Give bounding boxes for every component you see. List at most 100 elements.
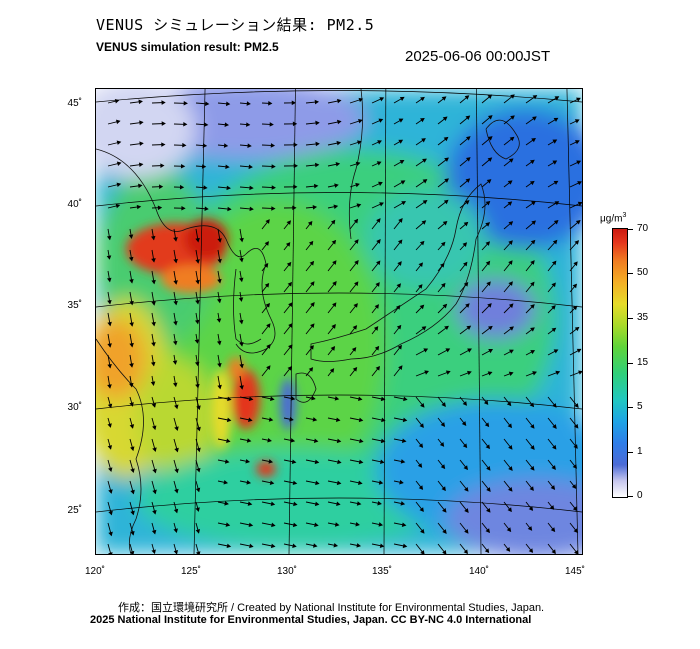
wind-arrow-head xyxy=(130,530,135,536)
wind-arrow-head xyxy=(487,115,493,120)
wind-arrow-head xyxy=(397,261,402,266)
wind-arrow-head xyxy=(161,142,166,147)
wind-arrow-head xyxy=(374,304,379,309)
wind-arrow-head xyxy=(485,201,491,206)
wind-arrow-head xyxy=(238,277,244,283)
wind-arrow-head xyxy=(312,417,318,422)
wind-arrow-head xyxy=(108,467,113,473)
wind-arrow-head xyxy=(130,468,135,473)
wind-arrow-head xyxy=(226,417,232,423)
wind-arrow-head xyxy=(225,522,231,527)
wind-arrow-head xyxy=(466,325,472,330)
wind-arrow-head xyxy=(572,464,577,469)
wind-arrow-head xyxy=(509,326,514,331)
wind-arrow-head xyxy=(445,348,451,353)
wind-arrow-head xyxy=(107,445,113,450)
wind-arrow-head xyxy=(422,200,428,205)
wind-arrow-head xyxy=(293,184,298,190)
colorbar-tick xyxy=(628,363,633,364)
wind-arrow-head xyxy=(488,349,494,354)
wind-arrow-head xyxy=(181,205,186,211)
wind-arrow-head xyxy=(217,238,222,243)
wind-arrow-head xyxy=(398,365,403,371)
wind-arrow-head xyxy=(467,348,472,353)
wind-arrow-head xyxy=(223,479,229,485)
wind-arrow-head xyxy=(353,218,359,224)
wind-arrow-head xyxy=(334,522,340,527)
lat-label-35: 35˚ xyxy=(67,300,82,311)
wind-arrow-head xyxy=(217,363,222,368)
wind-arrow-head xyxy=(204,101,210,107)
wind-arrow-head xyxy=(313,543,318,548)
wind-arrow-head xyxy=(202,143,208,148)
wind-arrow-head xyxy=(442,303,448,309)
wind-arrow-head xyxy=(161,100,166,105)
wind-arrow-head xyxy=(128,382,134,388)
wind-arrow-head xyxy=(444,325,449,331)
wind-arrow-head xyxy=(553,180,559,185)
wind-arrow-head xyxy=(421,220,427,225)
wind-arrow-head xyxy=(354,281,359,287)
wind-arrow-head xyxy=(463,281,469,287)
wind-arrow-head xyxy=(138,183,143,189)
wind-arrow-head xyxy=(375,282,380,287)
wind-arrow-head xyxy=(508,240,513,245)
wind-arrow-head xyxy=(440,262,445,268)
wind-arrow-head xyxy=(379,202,384,207)
wind-arrow-head xyxy=(443,136,449,142)
wind-arrow-head xyxy=(352,366,358,372)
wind-arrow-head xyxy=(315,120,320,126)
wind-arrow-head xyxy=(194,319,200,325)
wind-arrow-head xyxy=(529,486,534,491)
wind-arrow-head xyxy=(288,302,293,308)
wind-arrow-head xyxy=(376,260,381,266)
wind-arrow-head xyxy=(420,528,425,534)
wind-arrow-head xyxy=(150,361,156,367)
wind-arrow-head xyxy=(290,396,296,401)
wind-arrow-head xyxy=(483,400,489,405)
wind-arrow-head xyxy=(577,181,582,186)
wind-arrow-head xyxy=(376,161,382,166)
wind-arrow-head xyxy=(292,480,298,486)
wind-arrow-head xyxy=(508,486,513,492)
wind-arrow-head xyxy=(150,381,156,387)
wind-arrow-head xyxy=(530,424,535,429)
wind-arrow-head xyxy=(308,367,314,372)
wind-arrow-head xyxy=(106,277,112,283)
wind-arrow-head xyxy=(378,480,384,485)
wind-arrow-head xyxy=(465,303,470,308)
wind-arrow-head xyxy=(313,183,319,189)
wind-arrow-head xyxy=(465,178,471,183)
wind-arrow-head xyxy=(289,416,294,422)
wind-arrow-head xyxy=(179,184,185,190)
wind-arrow-head xyxy=(108,489,113,494)
wind-arrow-head xyxy=(572,283,577,289)
wind-arrow-head xyxy=(358,97,364,103)
lon-label-145: 145˚ xyxy=(564,566,585,577)
wind-arrow-head xyxy=(151,549,156,554)
wind-arrow-head xyxy=(484,422,490,428)
wind-arrow-head xyxy=(578,370,582,375)
wind-arrow-head xyxy=(420,117,425,123)
wind-arrow-head xyxy=(487,157,493,162)
wind-arrow-head xyxy=(332,281,337,286)
wind-arrow-head xyxy=(462,443,468,449)
colorbar-label-15: 15 xyxy=(637,357,649,368)
wind-arrow-head xyxy=(529,159,535,165)
wind-arrow-head xyxy=(293,163,298,169)
wind-arrow-head xyxy=(314,501,320,507)
wind-arrow-head xyxy=(247,501,253,506)
wind-arrow-head xyxy=(576,160,582,165)
wind-arrow-head xyxy=(440,464,446,470)
wind-arrow-head xyxy=(506,401,512,407)
wind-arrow-head xyxy=(139,120,144,126)
wind-arrow-head xyxy=(442,221,448,226)
colorbar-tick xyxy=(628,273,633,274)
wind-arrow-head xyxy=(551,549,556,554)
colorbar-label-70: 70 xyxy=(637,223,649,234)
wind-arrow-head xyxy=(551,465,556,470)
wind-arrow-head xyxy=(173,280,178,285)
wind-arrow-head xyxy=(128,234,134,239)
wind-arrow-head xyxy=(464,200,470,205)
wind-arrow-head xyxy=(129,550,135,554)
